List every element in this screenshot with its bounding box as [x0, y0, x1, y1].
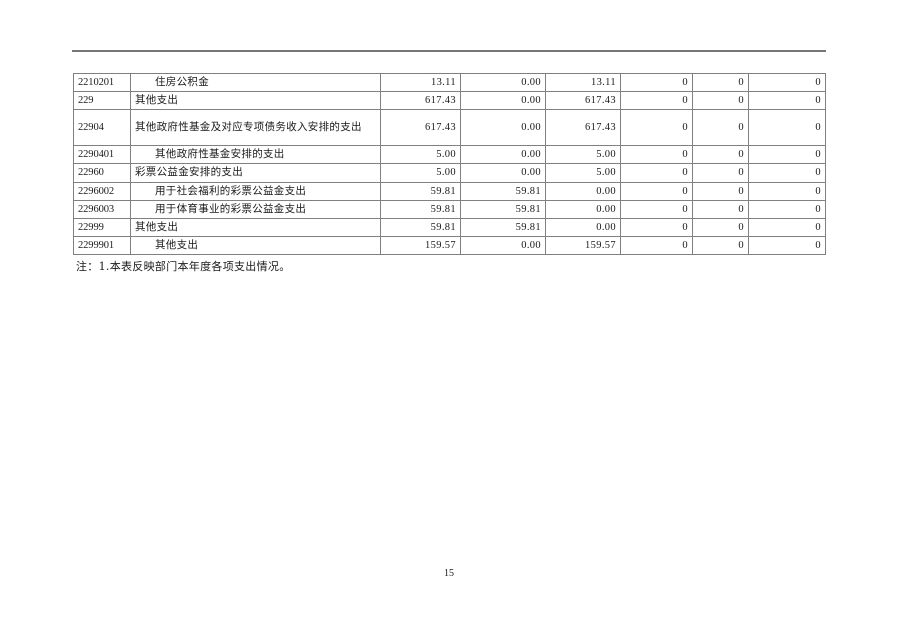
- cell-value-4: 0: [620, 145, 693, 165]
- cell-value-4: 0: [620, 199, 693, 219]
- cell-value-3: 617.43: [545, 109, 621, 147]
- cell-code: 2296002: [73, 181, 131, 201]
- cell-value-3: 0.00: [545, 199, 621, 219]
- table-footnote: 注：1.本表反映部门本年度各项支出情况。: [76, 260, 291, 273]
- table-row: 2210201 住房公积金 13.11 0.00 13.11 0 0 0: [73, 72, 826, 93]
- table-row: 22999 其他支出 59.81 59.81 0.00 0 0 0: [73, 217, 826, 237]
- cell-value-2: 59.81: [460, 181, 546, 201]
- table-row: 2290401 其他政府性基金安排的支出 5.00 0.00 5.00 0 0 0: [73, 145, 826, 165]
- cell-value-2: 0.00: [460, 235, 546, 256]
- cell-value-3: 0.00: [545, 217, 621, 237]
- cell-item-name: 其他支出: [130, 217, 381, 237]
- header-separator-rule: [72, 50, 826, 52]
- cell-value-1: 617.43: [380, 91, 461, 111]
- cell-value-5: 0: [692, 217, 749, 237]
- cell-value-1: 59.81: [380, 181, 461, 201]
- cell-value-2: 0.00: [460, 91, 546, 111]
- cell-value-6: 0: [748, 91, 826, 111]
- cell-item-name: 用于社会福利的彩票公益金支出: [130, 181, 381, 201]
- cell-value-2: 0.00: [460, 163, 546, 183]
- expenditure-table-body: 2210201 住房公积金 13.11 0.00 13.11 0 0 0 229 其他支出 617.…: [73, 72, 826, 256]
- cell-value-6: 0: [748, 217, 826, 237]
- cell-code: 2290401: [73, 145, 131, 165]
- cell-code: 22999: [73, 217, 131, 237]
- table-row: 2299901 其他支出 159.57 0.00 159.57 0 0 0: [73, 235, 826, 256]
- cell-value-1: 159.57: [380, 235, 461, 256]
- table-row: 2296002 用于社会福利的彩票公益金支出 59.81 59.81 0.00 0 0 0: [73, 181, 826, 201]
- cell-value-4: 0: [620, 72, 693, 93]
- cell-value-6: 0: [748, 181, 826, 201]
- table-row: 229 其他支出 617.43 0.00 617.43 0 0 0: [73, 91, 826, 111]
- cell-value-3: 5.00: [545, 163, 621, 183]
- cell-item-name: 其他支出: [130, 235, 381, 256]
- cell-value-2: 0.00: [460, 72, 546, 93]
- table-row: 22904 其他政府性基金及对应专项债务收入安排的支出 617.43 0.00 617.…: [73, 109, 826, 147]
- cell-value-6: 0: [748, 145, 826, 165]
- cell-value-4: 0: [620, 163, 693, 183]
- cell-value-1: 13.11: [380, 72, 461, 93]
- cell-value-1: 617.43: [380, 109, 461, 147]
- table-row: 22960 彩票公益金安排的支出 5.00 0.00 5.00 0 0 0: [73, 163, 826, 183]
- cell-code: 2296003: [73, 199, 131, 219]
- cell-value-2: 59.81: [460, 199, 546, 219]
- cell-value-5: 0: [692, 145, 749, 165]
- cell-value-3: 13.11: [545, 72, 621, 93]
- cell-value-3: 5.00: [545, 145, 621, 165]
- cell-value-3: 0.00: [545, 181, 621, 201]
- cell-code: 22904: [73, 109, 131, 147]
- page-number: 15: [444, 568, 454, 579]
- cell-value-3: 617.43: [545, 91, 621, 111]
- cell-value-1: 5.00: [380, 145, 461, 165]
- cell-value-5: 0: [692, 163, 749, 183]
- cell-item-name: 用于体育事业的彩票公益金支出: [130, 199, 381, 219]
- cell-value-2: 0.00: [460, 145, 546, 165]
- cell-value-5: 0: [692, 235, 749, 256]
- expenditure-table-container: 2210201 住房公积金 13.11 0.00 13.11 0 0 0 229 其他支出 617.…: [73, 72, 826, 256]
- cell-value-6: 0: [748, 199, 826, 219]
- cell-value-4: 0: [620, 235, 693, 256]
- cell-value-4: 0: [620, 91, 693, 111]
- cell-value-6: 0: [748, 72, 826, 93]
- table-row: 2296003 用于体育事业的彩票公益金支出 59.81 59.81 0.00 0 0 0: [73, 199, 826, 219]
- cell-item-name: 住房公积金: [130, 72, 381, 93]
- cell-code: 2299901: [73, 235, 131, 256]
- cell-value-4: 0: [620, 217, 693, 237]
- cell-value-2: 0.00: [460, 109, 546, 147]
- cell-code: 2210201: [73, 72, 131, 93]
- cell-code: 22960: [73, 163, 131, 183]
- cell-value-4: 0: [620, 109, 693, 147]
- cell-value-5: 0: [692, 199, 749, 219]
- cell-item-name: 其他支出: [130, 91, 381, 111]
- cell-code: 229: [73, 91, 131, 111]
- expenditure-table: 2210201 住房公积金 13.11 0.00 13.11 0 0 0 229 其他支出 617.…: [73, 72, 826, 256]
- cell-value-5: 0: [692, 109, 749, 147]
- cell-value-6: 0: [748, 163, 826, 183]
- cell-value-5: 0: [692, 181, 749, 201]
- cell-value-1: 59.81: [380, 199, 461, 219]
- cell-value-1: 59.81: [380, 217, 461, 237]
- cell-value-3: 159.57: [545, 235, 621, 256]
- cell-value-5: 0: [692, 72, 749, 93]
- cell-value-6: 0: [748, 109, 826, 147]
- cell-value-5: 0: [692, 91, 749, 111]
- cell-item-name: 彩票公益金安排的支出: [130, 163, 381, 183]
- cell-value-6: 0: [748, 235, 826, 256]
- cell-value-2: 59.81: [460, 217, 546, 237]
- cell-item-name: 其他政府性基金安排的支出: [130, 145, 381, 165]
- cell-value-4: 0: [620, 181, 693, 201]
- cell-item-name: 其他政府性基金及对应专项债务收入安排的支出: [130, 109, 381, 147]
- cell-value-1: 5.00: [380, 163, 461, 183]
